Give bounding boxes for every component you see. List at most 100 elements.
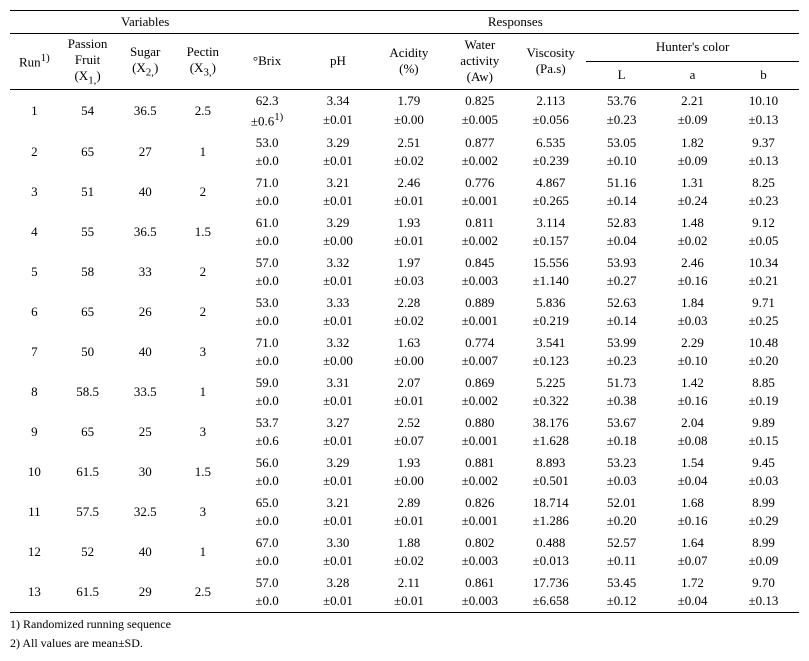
cell-L_sd: ±0.04	[586, 232, 657, 252]
cell-aw_sd: ±0.001	[444, 512, 515, 532]
cell-a_: 2.29	[657, 332, 728, 352]
cell-a_: 1.72	[657, 572, 728, 592]
cell-aw: 0.774	[444, 332, 515, 352]
cell-run: 11	[10, 492, 59, 532]
cell-a_: 2.46	[657, 252, 728, 272]
cell-a_: 1.54	[657, 452, 728, 472]
cell-acid_sd: ±0.07	[373, 432, 444, 452]
cell-x3: 2.5	[174, 572, 232, 613]
cell-x1: 61.5	[59, 572, 117, 613]
hdr-water-activity: Wateractivity(Aw)	[444, 34, 515, 90]
cell-x2: 30	[116, 452, 174, 492]
cell-ph: 3.29	[303, 212, 374, 232]
cell-x2: 33.5	[116, 372, 174, 412]
cell-x2: 36.5	[116, 89, 174, 132]
cell-brix_sd: ±0.0	[232, 512, 303, 532]
cell-brix_sd: ±0.0	[232, 392, 303, 412]
table-row: 66526253.03.332.280.8895.83652.631.849.7…	[10, 292, 799, 312]
cell-aw_sd: ±0.002	[444, 392, 515, 412]
table-row: 45536.51.561.03.291.930.8113.11452.831.4…	[10, 212, 799, 232]
table-row: 26527153.03.292.510.8776.53553.051.829.3…	[10, 132, 799, 152]
cell-b_: 8.99	[728, 532, 799, 552]
cell-a_sd: ±0.24	[657, 192, 728, 212]
cell-ph: 3.29	[303, 132, 374, 152]
footnote-1: 1) Randomized running sequence	[10, 613, 799, 632]
cell-b_sd: ±0.03	[728, 472, 799, 492]
cell-b_sd: ±0.25	[728, 312, 799, 332]
cell-aw_sd: ±0.003	[444, 592, 515, 613]
cell-b_sd: ±0.05	[728, 232, 799, 252]
table-body: 15436.52.562.33.341.790.8252.11353.762.2…	[10, 89, 799, 612]
cell-x2: 27	[116, 132, 174, 172]
cell-b_sd: ±0.19	[728, 392, 799, 412]
cell-brix_sd: ±0.0	[232, 472, 303, 492]
cell-L: 52.57	[586, 532, 657, 552]
cell-acid_sd: ±0.00	[373, 110, 444, 132]
cell-visc_sd: ±0.322	[515, 392, 586, 412]
cell-L: 53.99	[586, 332, 657, 352]
cell-ph_sd: ±0.00	[303, 232, 374, 252]
cell-brix: 62.3	[232, 89, 303, 110]
cell-brix: 71.0	[232, 332, 303, 352]
cell-L_sd: ±0.03	[586, 472, 657, 492]
hdr-brix: °Brix	[232, 34, 303, 90]
cell-acid_sd: ±0.01	[373, 392, 444, 412]
cell-x3: 1.5	[174, 452, 232, 492]
cell-L_sd: ±0.23	[586, 110, 657, 132]
cell-ph: 3.31	[303, 372, 374, 392]
hdr-run: Run1)	[10, 34, 59, 90]
cell-brix_sd: ±0.0	[232, 152, 303, 172]
cell-run: 5	[10, 252, 59, 292]
cell-acid: 2.52	[373, 412, 444, 432]
cell-a_sd: ±0.07	[657, 552, 728, 572]
cell-brix_sd: ±0.61)	[232, 110, 303, 132]
cell-b_: 9.71	[728, 292, 799, 312]
cell-L: 52.01	[586, 492, 657, 512]
cell-aw_sd: ±0.002	[444, 152, 515, 172]
cell-run: 12	[10, 532, 59, 572]
cell-L_sd: ±0.27	[586, 272, 657, 292]
cell-a_sd: ±0.10	[657, 352, 728, 372]
cell-L_sd: ±0.20	[586, 512, 657, 532]
cell-x1: 61.5	[59, 452, 117, 492]
cell-a_: 2.21	[657, 89, 728, 110]
cell-ph_sd: ±0.01	[303, 592, 374, 613]
cell-a_sd: ±0.04	[657, 592, 728, 613]
cell-x3: 3	[174, 332, 232, 372]
hdr-passion-fruit: PassionFruit(X1,)	[59, 34, 117, 90]
cell-b_: 9.37	[728, 132, 799, 152]
cell-acid: 2.89	[373, 492, 444, 512]
cell-aw: 0.811	[444, 212, 515, 232]
cell-ph_sd: ±0.01	[303, 272, 374, 292]
cell-x3: 3	[174, 492, 232, 532]
cell-L: 53.76	[586, 89, 657, 110]
cell-x2: 26	[116, 292, 174, 332]
cell-run: 7	[10, 332, 59, 372]
cell-visc: 8.893	[515, 452, 586, 472]
cell-aw: 0.881	[444, 452, 515, 472]
cell-b_sd: ±0.20	[728, 352, 799, 372]
cell-x1: 52	[59, 532, 117, 572]
cell-visc_sd: ±0.219	[515, 312, 586, 332]
cell-b_sd: ±0.15	[728, 432, 799, 452]
cell-visc: 18.714	[515, 492, 586, 512]
cell-visc_sd: ±0.056	[515, 110, 586, 132]
hdr-responses: Responses	[232, 11, 799, 34]
cell-visc: 2.113	[515, 89, 586, 110]
cell-L: 52.63	[586, 292, 657, 312]
cell-b_sd: ±0.21	[728, 272, 799, 292]
cell-visc_sd: ±6.658	[515, 592, 586, 613]
cell-aw_sd: ±0.001	[444, 312, 515, 332]
cell-x1: 51	[59, 172, 117, 212]
cell-run: 3	[10, 172, 59, 212]
cell-a_: 1.84	[657, 292, 728, 312]
cell-x1: 54	[59, 89, 117, 132]
cell-x3: 2	[174, 252, 232, 292]
cell-visc_sd: ±0.013	[515, 552, 586, 572]
cell-x1: 65	[59, 132, 117, 172]
cell-aw: 0.861	[444, 572, 515, 592]
cell-ph: 3.28	[303, 572, 374, 592]
hdr-a: a	[657, 61, 728, 89]
hdr-sugar: Sugar(X2,)	[116, 34, 174, 90]
table-row: 125240167.03.301.880.8020.48852.571.648.…	[10, 532, 799, 552]
